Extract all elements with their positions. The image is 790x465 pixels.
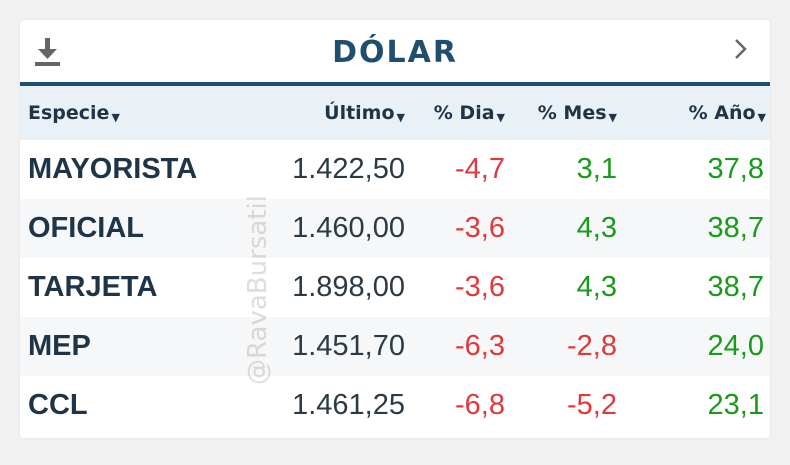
anio-cell: 37,8 [707,153,764,185]
table-row[interactable]: TARJETA 1.898,00 -3,6 4,3 38,7 [20,258,770,317]
column-header-label: % Dia [433,102,495,124]
especie-cell[interactable]: CCL [28,389,88,421]
caret-down-icon: ▼ [608,111,617,124]
table-row[interactable]: MAYORISTA 1.422,50 -4,7 3,1 37,8 [20,140,770,199]
dia-cell: -6,8 [455,389,505,421]
chevron-right-icon[interactable] [730,34,752,64]
especie-cell[interactable]: MEP [28,330,91,362]
ultimo-cell: 1.451,70 [292,330,405,362]
mes-cell: 4,3 [576,212,617,244]
column-header-label: Último [324,102,395,124]
table-row[interactable]: MEP 1.451,70 -6,3 -2,8 24,0 [20,317,770,376]
widget-title: DÓLAR [332,35,458,70]
mes-cell: 4,3 [576,271,617,303]
column-header-label: % Mes [537,102,607,124]
column-header-especie[interactable]: Especie ▼ [20,86,210,140]
mes-cell: -5,2 [567,389,617,421]
anio-cell: 38,7 [707,271,764,303]
column-header-mes[interactable]: % Mes ▼ [505,86,617,140]
anio-cell: 24,0 [707,330,764,362]
dia-cell: -6,3 [455,330,505,362]
dia-cell: -3,6 [455,271,505,303]
download-icon[interactable] [33,36,63,70]
anio-cell: 23,1 [707,389,764,421]
dia-cell: -4,7 [455,153,505,185]
caret-down-icon: ▼ [757,111,766,124]
widget-header: DÓLAR [20,20,770,86]
quotes-table: Especie ▼ Último ▼ % Dia ▼ % Mes ▼ % Año ▼ MA… [20,86,770,435]
column-header-dia[interactable]: % Dia ▼ [405,86,505,140]
mes-cell: -2,8 [567,330,617,362]
caret-down-icon: ▼ [396,111,405,124]
dia-cell: -3,6 [455,212,505,244]
ultimo-cell: 1.898,00 [292,271,405,303]
especie-cell[interactable]: TARJETA [28,271,158,303]
ultimo-cell: 1.461,25 [292,389,405,421]
dolar-widget: DÓLAR Especie ▼ Último ▼ % Dia ▼ % Mes ▼ % A… [20,20,770,438]
ultimo-cell: 1.460,00 [292,212,405,244]
anio-cell: 38,7 [707,212,764,244]
caret-down-icon: ▼ [111,111,120,124]
column-header-anio[interactable]: % Año ▼ [617,86,770,140]
mes-cell: 3,1 [576,153,617,185]
column-header-label: % Año [688,102,756,124]
table-row[interactable]: CCL 1.461,25 -6,8 -5,2 23,1 [20,376,770,435]
caret-down-icon: ▼ [496,111,505,124]
especie-cell[interactable]: MAYORISTA [28,153,198,185]
table-row[interactable]: OFICIAL 1.460,00 -3,6 4,3 38,7 [20,199,770,258]
table-header-row: Especie ▼ Último ▼ % Dia ▼ % Mes ▼ % Año ▼ [20,86,770,140]
especie-cell[interactable]: OFICIAL [28,212,144,244]
column-header-ultimo[interactable]: Último ▼ [210,86,405,140]
column-header-label: Especie [28,102,110,124]
ultimo-cell: 1.422,50 [292,153,405,185]
